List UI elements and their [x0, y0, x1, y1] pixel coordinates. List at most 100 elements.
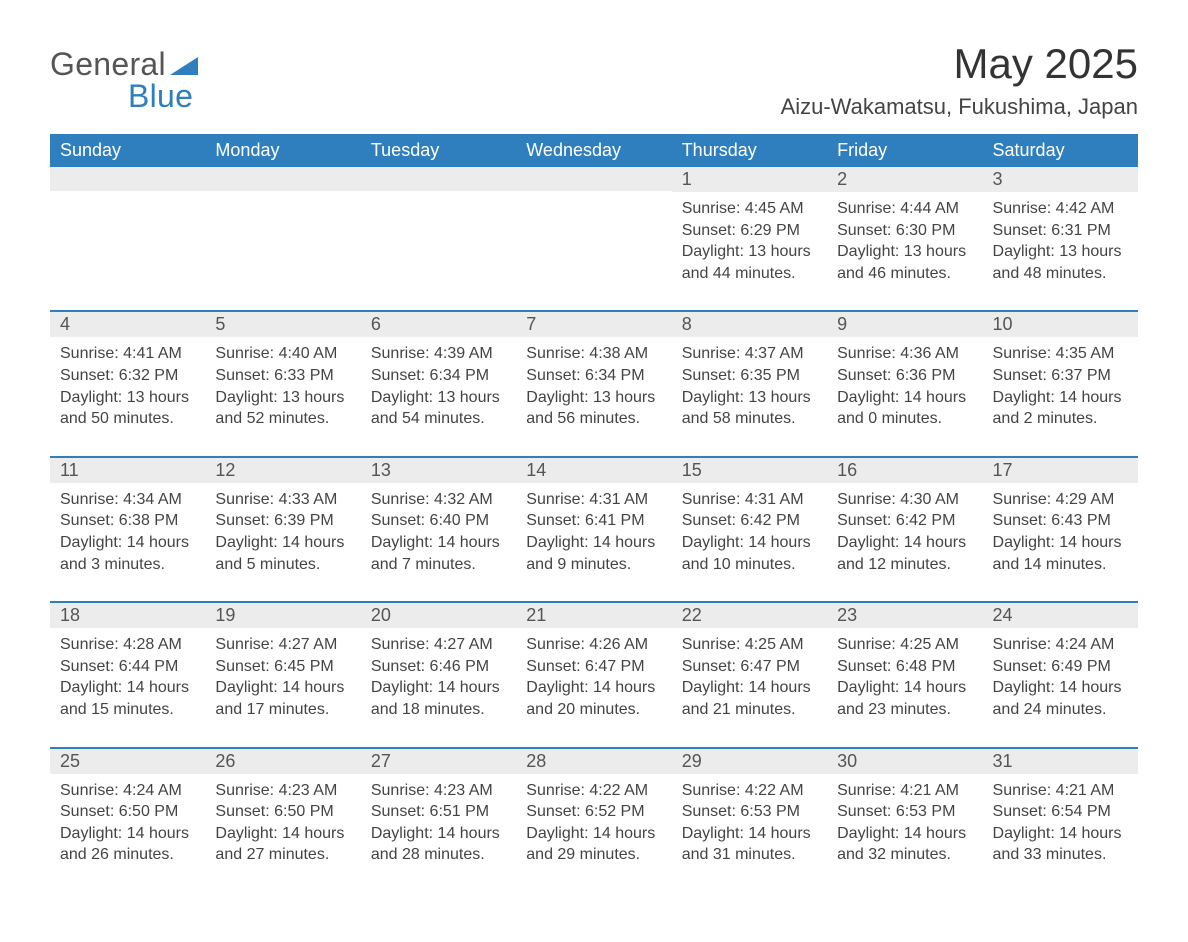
- day-number: 22: [672, 601, 827, 628]
- daylight-text: Daylight: 14 hours and 26 minutes.: [60, 823, 195, 866]
- calendar-cell: 5Sunrise: 4:40 AMSunset: 6:33 PMDaylight…: [205, 310, 360, 455]
- calendar-cell: [205, 167, 360, 310]
- sunrise-text: Sunrise: 4:21 AM: [993, 780, 1128, 802]
- calendar-cell: 25Sunrise: 4:24 AMSunset: 6:50 PMDayligh…: [50, 747, 205, 892]
- sunrise-text: Sunrise: 4:22 AM: [526, 780, 661, 802]
- sunset-text: Sunset: 6:34 PM: [371, 365, 506, 387]
- calendar-cell: 28Sunrise: 4:22 AMSunset: 6:52 PMDayligh…: [516, 747, 671, 892]
- daylight-text: Daylight: 14 hours and 31 minutes.: [682, 823, 817, 866]
- sunset-text: Sunset: 6:53 PM: [682, 801, 817, 823]
- day-detail: Sunrise: 4:30 AMSunset: 6:42 PMDaylight:…: [827, 483, 982, 601]
- sunset-text: Sunset: 6:50 PM: [215, 801, 350, 823]
- calendar-week-row: 11Sunrise: 4:34 AMSunset: 6:38 PMDayligh…: [50, 456, 1138, 601]
- sunset-text: Sunset: 6:43 PM: [993, 510, 1128, 532]
- logo-text: General Blue: [50, 48, 198, 112]
- sunset-text: Sunset: 6:47 PM: [526, 656, 661, 678]
- calendar-cell: 20Sunrise: 4:27 AMSunset: 6:46 PMDayligh…: [361, 601, 516, 746]
- sunrise-text: Sunrise: 4:26 AM: [526, 634, 661, 656]
- day-detail: Sunrise: 4:37 AMSunset: 6:35 PMDaylight:…: [672, 337, 827, 455]
- sunrise-text: Sunrise: 4:37 AM: [682, 343, 817, 365]
- day-detail: Sunrise: 4:23 AMSunset: 6:51 PMDaylight:…: [361, 774, 516, 892]
- col-saturday: Saturday: [983, 134, 1138, 167]
- calendar-cell: 15Sunrise: 4:31 AMSunset: 6:42 PMDayligh…: [672, 456, 827, 601]
- calendar-week-row: 25Sunrise: 4:24 AMSunset: 6:50 PMDayligh…: [50, 747, 1138, 892]
- calendar-cell: 9Sunrise: 4:36 AMSunset: 6:36 PMDaylight…: [827, 310, 982, 455]
- calendar-cell: 12Sunrise: 4:33 AMSunset: 6:39 PMDayligh…: [205, 456, 360, 601]
- calendar-cell: 31Sunrise: 4:21 AMSunset: 6:54 PMDayligh…: [983, 747, 1138, 892]
- sunrise-text: Sunrise: 4:30 AM: [837, 489, 972, 511]
- calendar-cell: 21Sunrise: 4:26 AMSunset: 6:47 PMDayligh…: [516, 601, 671, 746]
- calendar-cell: 30Sunrise: 4:21 AMSunset: 6:53 PMDayligh…: [827, 747, 982, 892]
- calendar-cell: 16Sunrise: 4:30 AMSunset: 6:42 PMDayligh…: [827, 456, 982, 601]
- sunset-text: Sunset: 6:40 PM: [371, 510, 506, 532]
- calendar-table: Sunday Monday Tuesday Wednesday Thursday…: [50, 134, 1138, 892]
- empty-day-bar: [50, 167, 205, 191]
- daylight-text: Daylight: 13 hours and 48 minutes.: [993, 241, 1128, 284]
- daylight-text: Daylight: 14 hours and 12 minutes.: [837, 532, 972, 575]
- day-detail: Sunrise: 4:33 AMSunset: 6:39 PMDaylight:…: [205, 483, 360, 601]
- daylight-text: Daylight: 14 hours and 32 minutes.: [837, 823, 972, 866]
- calendar-cell: 8Sunrise: 4:37 AMSunset: 6:35 PMDaylight…: [672, 310, 827, 455]
- day-detail: Sunrise: 4:25 AMSunset: 6:47 PMDaylight:…: [672, 628, 827, 746]
- sunset-text: Sunset: 6:49 PM: [993, 656, 1128, 678]
- daylight-text: Daylight: 14 hours and 21 minutes.: [682, 677, 817, 720]
- daylight-text: Daylight: 13 hours and 46 minutes.: [837, 241, 972, 284]
- daylight-text: Daylight: 14 hours and 10 minutes.: [682, 532, 817, 575]
- day-detail: Sunrise: 4:27 AMSunset: 6:46 PMDaylight:…: [361, 628, 516, 746]
- day-detail: Sunrise: 4:22 AMSunset: 6:52 PMDaylight:…: [516, 774, 671, 892]
- day-number: 20: [361, 601, 516, 628]
- daylight-text: Daylight: 14 hours and 24 minutes.: [993, 677, 1128, 720]
- day-number: 21: [516, 601, 671, 628]
- day-detail: Sunrise: 4:41 AMSunset: 6:32 PMDaylight:…: [50, 337, 205, 455]
- day-number: 5: [205, 310, 360, 337]
- logo-word-1: General: [50, 46, 166, 82]
- calendar-cell: 24Sunrise: 4:24 AMSunset: 6:49 PMDayligh…: [983, 601, 1138, 746]
- sunrise-text: Sunrise: 4:21 AM: [837, 780, 972, 802]
- calendar-cell: 18Sunrise: 4:28 AMSunset: 6:44 PMDayligh…: [50, 601, 205, 746]
- day-detail: Sunrise: 4:25 AMSunset: 6:48 PMDaylight:…: [827, 628, 982, 746]
- sunset-text: Sunset: 6:29 PM: [682, 220, 817, 242]
- calendar-week-row: 4Sunrise: 4:41 AMSunset: 6:32 PMDaylight…: [50, 310, 1138, 455]
- daylight-text: Daylight: 13 hours and 54 minutes.: [371, 387, 506, 430]
- daylight-text: Daylight: 13 hours and 52 minutes.: [215, 387, 350, 430]
- sunrise-text: Sunrise: 4:32 AM: [371, 489, 506, 511]
- day-detail: Sunrise: 4:42 AMSunset: 6:31 PMDaylight:…: [983, 192, 1138, 310]
- col-monday: Monday: [205, 134, 360, 167]
- day-detail: Sunrise: 4:26 AMSunset: 6:47 PMDaylight:…: [516, 628, 671, 746]
- sunset-text: Sunset: 6:42 PM: [682, 510, 817, 532]
- day-detail: Sunrise: 4:40 AMSunset: 6:33 PMDaylight:…: [205, 337, 360, 455]
- sunset-text: Sunset: 6:37 PM: [993, 365, 1128, 387]
- sunrise-text: Sunrise: 4:39 AM: [371, 343, 506, 365]
- sunrise-text: Sunrise: 4:24 AM: [993, 634, 1128, 656]
- sunset-text: Sunset: 6:33 PM: [215, 365, 350, 387]
- day-number: 3: [983, 167, 1138, 192]
- daylight-text: Daylight: 13 hours and 44 minutes.: [682, 241, 817, 284]
- day-number: 19: [205, 601, 360, 628]
- sunset-text: Sunset: 6:38 PM: [60, 510, 195, 532]
- sunset-text: Sunset: 6:52 PM: [526, 801, 661, 823]
- day-number: 2: [827, 167, 982, 192]
- daylight-text: Daylight: 13 hours and 58 minutes.: [682, 387, 817, 430]
- calendar-cell: 2Sunrise: 4:44 AMSunset: 6:30 PMDaylight…: [827, 167, 982, 310]
- col-sunday: Sunday: [50, 134, 205, 167]
- header: General Blue May 2025 Aizu-Wakamatsu, Fu…: [50, 40, 1138, 120]
- daylight-text: Daylight: 14 hours and 28 minutes.: [371, 823, 506, 866]
- calendar-cell: 26Sunrise: 4:23 AMSunset: 6:50 PMDayligh…: [205, 747, 360, 892]
- daylight-text: Daylight: 14 hours and 18 minutes.: [371, 677, 506, 720]
- title-block: May 2025 Aizu-Wakamatsu, Fukushima, Japa…: [781, 40, 1138, 120]
- day-number: 9: [827, 310, 982, 337]
- empty-day-bar: [361, 167, 516, 191]
- sunrise-text: Sunrise: 4:45 AM: [682, 198, 817, 220]
- day-number: 18: [50, 601, 205, 628]
- calendar-cell: 27Sunrise: 4:23 AMSunset: 6:51 PMDayligh…: [361, 747, 516, 892]
- day-detail: Sunrise: 4:38 AMSunset: 6:34 PMDaylight:…: [516, 337, 671, 455]
- calendar-cell: 13Sunrise: 4:32 AMSunset: 6:40 PMDayligh…: [361, 456, 516, 601]
- day-detail: Sunrise: 4:36 AMSunset: 6:36 PMDaylight:…: [827, 337, 982, 455]
- day-number: 23: [827, 601, 982, 628]
- sunrise-text: Sunrise: 4:36 AM: [837, 343, 972, 365]
- day-detail: Sunrise: 4:21 AMSunset: 6:53 PMDaylight:…: [827, 774, 982, 892]
- calendar-cell: 1Sunrise: 4:45 AMSunset: 6:29 PMDaylight…: [672, 167, 827, 310]
- sunset-text: Sunset: 6:36 PM: [837, 365, 972, 387]
- daylight-text: Daylight: 14 hours and 7 minutes.: [371, 532, 506, 575]
- sunset-text: Sunset: 6:39 PM: [215, 510, 350, 532]
